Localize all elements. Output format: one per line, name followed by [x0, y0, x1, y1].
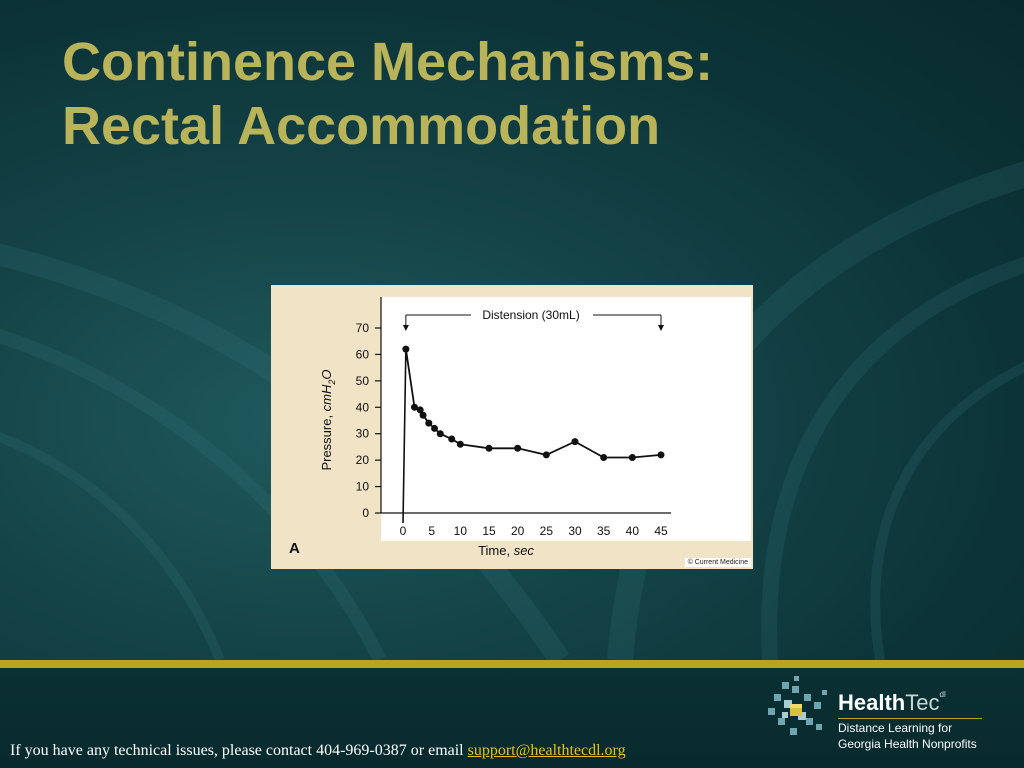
x-tick-label: 0	[400, 524, 407, 538]
panel-label: A	[289, 540, 300, 557]
distension-annotation	[402, 314, 664, 331]
pressure-data-point	[542, 451, 550, 459]
support-message: If you have any technical issues, please…	[10, 742, 626, 760]
pressure-data-point	[600, 454, 608, 461]
pressure-data-point	[402, 345, 410, 353]
distension-start-arrow	[402, 325, 409, 331]
slide-title: Continence Mechanisms: Rectal Accommodat…	[62, 30, 962, 158]
title-line-1: Continence Mechanisms:	[62, 32, 714, 92]
x-tick-label: 45	[654, 524, 668, 538]
x-tick-label: 40	[626, 524, 640, 538]
pressure-chart: 0 10 20 30 40 50 60 70 0 5 10 15 20 25 30 35 40 45 A Time…	[289, 297, 751, 558]
logo-name-bold: Health	[838, 690, 906, 715]
pressure-rise-line	[402, 349, 407, 524]
logo-name-sup: dl	[939, 690, 946, 699]
cube-cluster-icon	[768, 676, 827, 735]
y-tick-label: 20	[356, 453, 370, 467]
logo-wordmark: HealthTecdl	[838, 690, 946, 716]
chart-ticks: 0 10 20 30 40 50 60 70 0 5 10 15 20 25 30 35 40 45	[356, 321, 668, 538]
pressure-data-point	[425, 419, 433, 427]
y-tick-label: 60	[356, 347, 370, 361]
logo-tagline-2: Georgia Health Nonprofits	[838, 737, 977, 751]
pressure-data-point	[448, 435, 456, 443]
pressure-data-point	[431, 424, 439, 432]
y-tick-label: 40	[356, 400, 370, 414]
y-tick-label: 50	[356, 374, 370, 388]
y-tick-label: 70	[356, 321, 370, 335]
y-axis-label: Pressure, cmH2O	[319, 369, 337, 470]
chart-series	[402, 345, 665, 524]
x-tick-label: 10	[454, 524, 468, 538]
pressure-data-point	[419, 411, 427, 419]
x-tick-label: 20	[511, 524, 525, 538]
healthtec-logo: HealthTecdl Distance Learning for Georgi…	[764, 674, 1014, 754]
pressure-data-point	[456, 440, 464, 448]
x-tick-label: 5	[428, 524, 435, 538]
logo-name-light: Tec	[905, 690, 940, 715]
title-line-2: Rectal Accommodation	[62, 96, 661, 156]
y-tick-label: 0	[362, 506, 369, 520]
distension-end-arrow	[658, 325, 664, 331]
chart-axes	[380, 297, 671, 514]
x-tick-label: 30	[568, 524, 582, 538]
logo-underline	[838, 718, 982, 719]
logo-tagline-1: Distance Learning for	[838, 721, 953, 735]
x-tick-label: 35	[597, 524, 611, 538]
x-axis-label: Time, sec	[478, 543, 534, 558]
copyright-notice: © Current Medicine	[684, 558, 751, 567]
pressure-data-point	[514, 444, 522, 452]
pressure-data-point	[571, 438, 579, 446]
pressure-data-point	[416, 406, 424, 414]
y-tick-label: 30	[356, 427, 370, 441]
x-tick-label: 15	[482, 524, 496, 538]
pressure-data-point	[436, 430, 444, 438]
support-email-link[interactable]: support@healthtecdl.org	[467, 742, 626, 759]
pressure-data-point	[410, 403, 418, 411]
footer-divider	[0, 660, 1024, 668]
pressure-chart-figure: 0 10 20 30 40 50 60 70 0 5 10 15 20 25 30 35 40 45 A Time…	[271, 285, 753, 569]
plot-area	[381, 297, 751, 541]
support-text: If you have any technical issues, please…	[10, 742, 468, 759]
distension-label: Distension (30mL)	[482, 308, 579, 322]
x-tick-label: 25	[540, 524, 554, 538]
y-tick-label: 10	[356, 480, 370, 494]
logo-tagline: Distance Learning for Georgia Health Non…	[838, 720, 977, 752]
pressure-data-point	[657, 451, 665, 459]
pressure-data-point	[628, 454, 636, 461]
pressure-data-point	[485, 444, 493, 452]
